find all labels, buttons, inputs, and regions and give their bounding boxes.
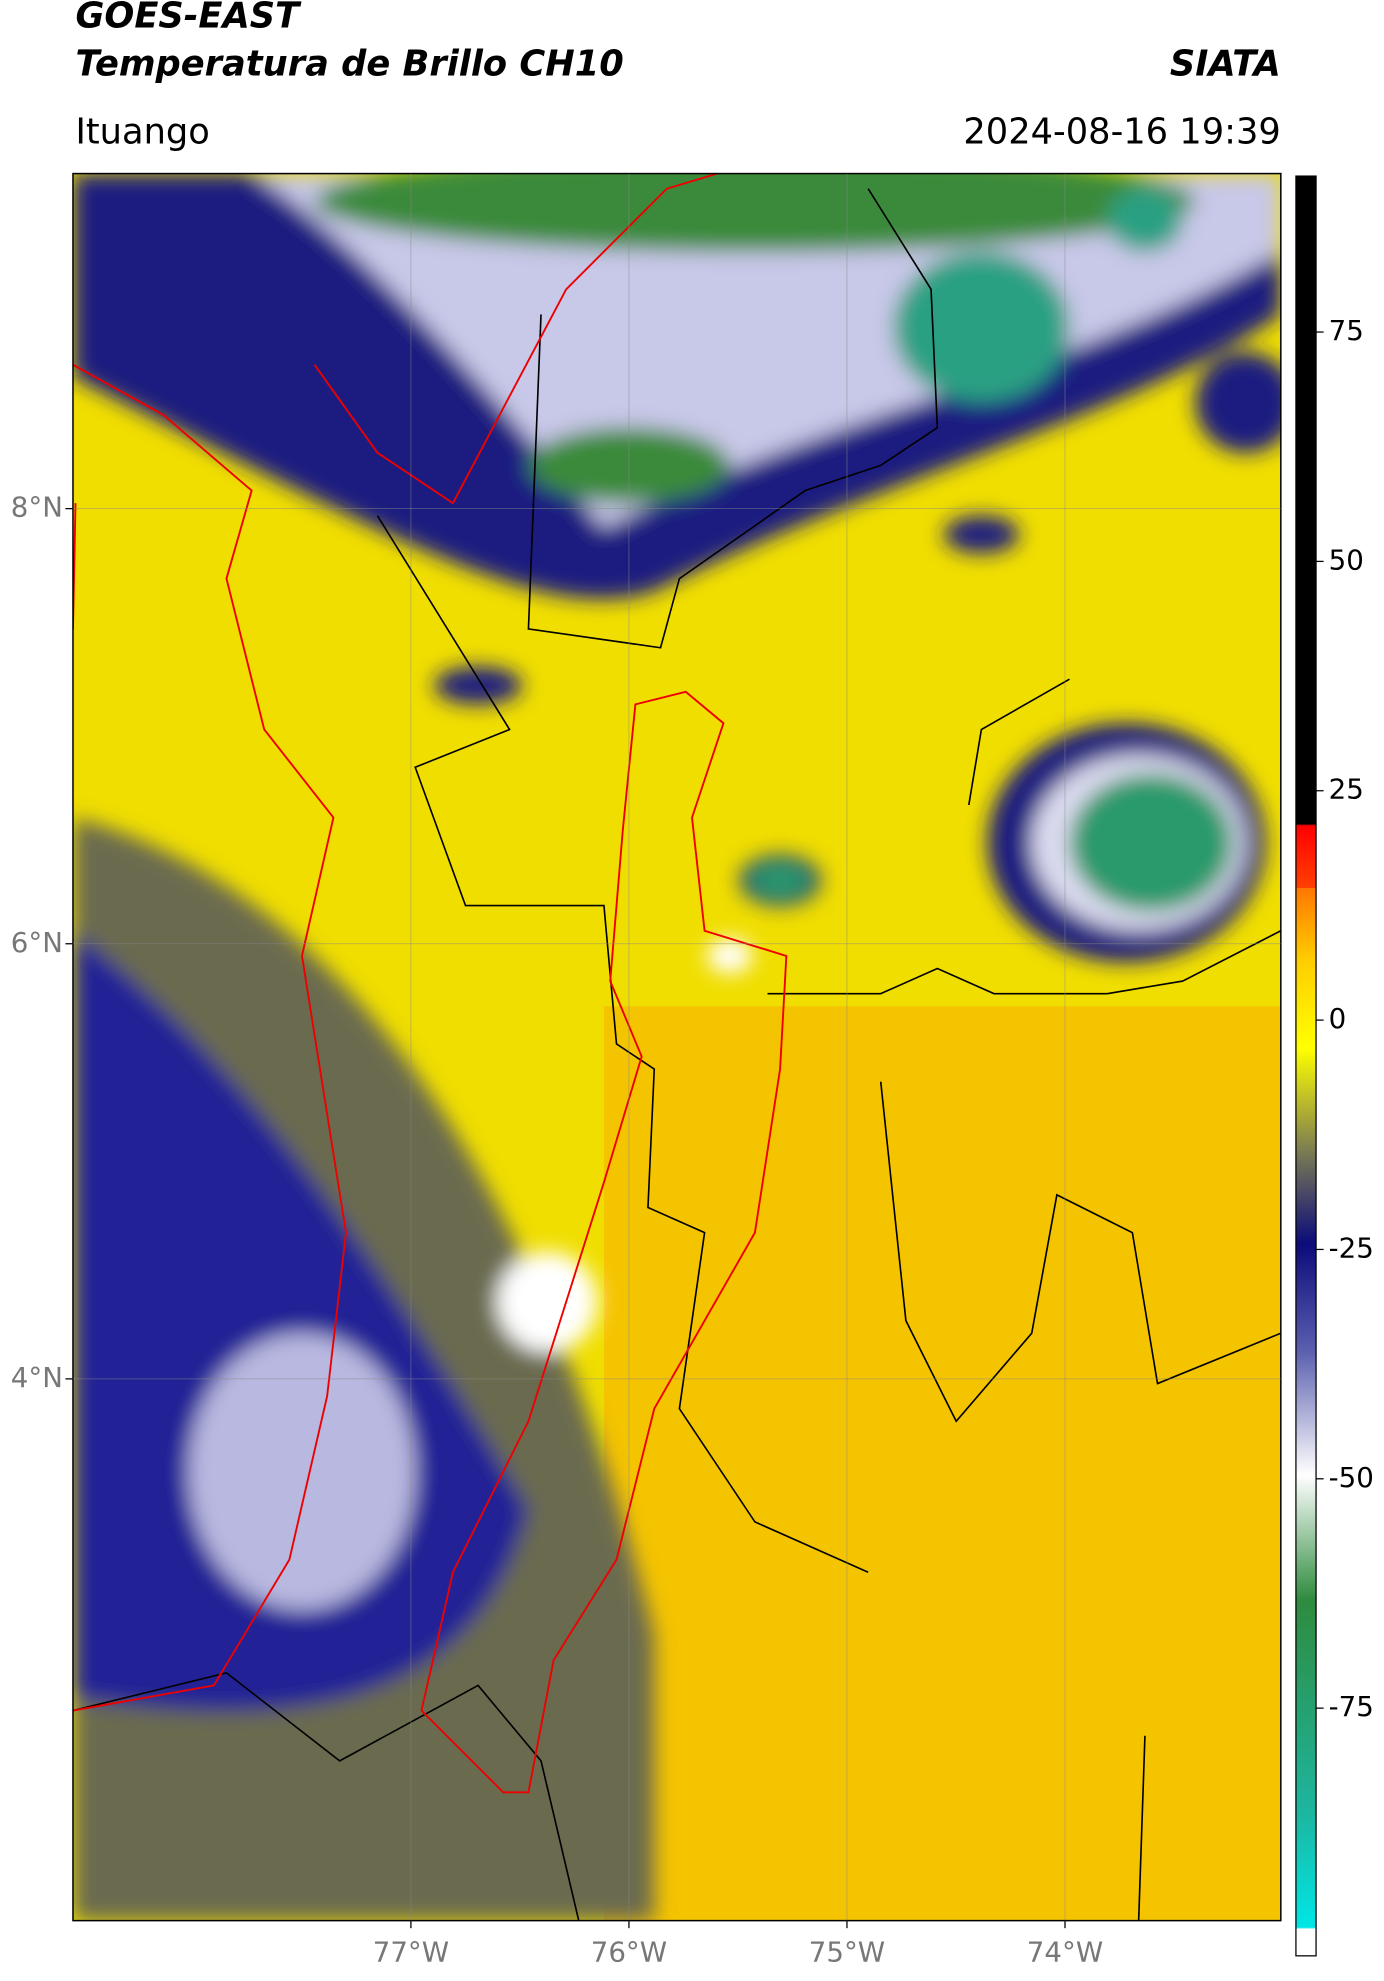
title: GOES-EAST [75,0,302,37]
colorbar-label: 75 [1329,314,1364,347]
y-tick-label: 8°N [11,491,63,524]
location: Ituango [75,111,209,152]
x-tick-label: 77°W [373,1935,449,1968]
x-tick-label: 76°W [591,1935,667,1968]
map-image [72,173,1281,1921]
colorbar-label: -75 [1329,1690,1374,1723]
x-tick-label: 75°W [809,1935,885,1968]
x-tick-label: 74°W [1027,1935,1103,1968]
colorbar [1295,175,1317,1957]
map-frame [72,172,1282,1922]
y-tick-label: 6°N [11,926,63,959]
brand: SIATA [1170,43,1281,84]
colorbar-label: -25 [1329,1231,1374,1264]
y-tick-label: 4°N [11,1361,63,1394]
colorbar-label: 0 [1329,1002,1347,1035]
datetime: 2024-08-16 19:39 [963,111,1280,152]
colorbar-label: 25 [1329,773,1364,806]
colorbar-label: 50 [1329,543,1364,576]
subtitle: Temperatura de Brillo CH10 [75,43,623,84]
colorbar-label: -50 [1329,1461,1374,1494]
